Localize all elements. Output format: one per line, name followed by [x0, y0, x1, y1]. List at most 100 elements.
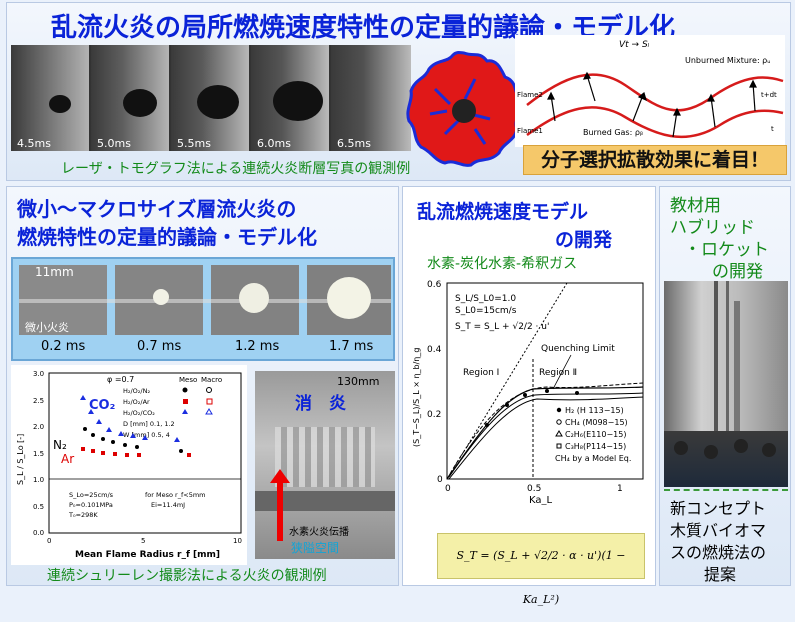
quenching-photo: 130mm 消 炎 水素火炎伝播 狭隘空間	[255, 371, 395, 559]
note-t0: T₀=298K	[68, 511, 98, 519]
middle-title-line1: 乱流燃焼速度モデル	[417, 201, 589, 223]
flame2-label: Flame2	[517, 91, 543, 99]
top-caption: レーザ・トモグラフ法による連続火炎断層写真の観測例	[61, 161, 411, 177]
mid-ytick-02: 0.2	[427, 410, 441, 420]
right-title-line1: 教材用	[670, 196, 721, 216]
mid-legend-c2h6: C₂H₆(E110−15)	[565, 430, 626, 439]
tomo-time-5: 6.5ms	[337, 137, 371, 150]
schlieren-time-2: 0.7 ms	[137, 339, 182, 354]
co2-label: CO₂	[89, 398, 115, 413]
red-arrow	[277, 481, 283, 541]
vt-label: Vt → Sₗ	[619, 40, 650, 50]
xtick-5: 5	[141, 537, 145, 545]
mid-legend-model: CH₄ by a Model Eq.	[555, 454, 631, 463]
right-title-line4: の開発	[712, 262, 763, 282]
mid-ytick-04: 0.4	[427, 345, 442, 355]
middle-subtitle: 水素-炭化水素-希釈ガス	[427, 256, 578, 272]
tomo-time-4: 6.0ms	[257, 137, 291, 150]
highlight-box: 分子選択拡散効果に着目！	[523, 145, 787, 175]
tdt-label: t+dt	[761, 91, 777, 99]
n2-label: N₂	[53, 438, 67, 452]
mid-region1: Region Ⅰ	[463, 368, 499, 378]
macro-label: Macro	[201, 376, 222, 384]
mid-ylabel: (S_T−S_L)/S_L × η_b/η_g	[412, 348, 421, 447]
mid-legend-h2: H₂ (H 113−15)	[565, 406, 624, 415]
mid-region2: Region Ⅱ	[539, 368, 577, 378]
right-bottom-line2: 木質バイオマ	[670, 521, 767, 540]
burned-label: Burned Gas: ρᵦ	[583, 128, 643, 137]
xtick-10: 10	[233, 537, 242, 545]
left-title-line1: 微小～マクロサイズ層流火炎の	[17, 197, 297, 221]
meso-label: Meso	[179, 376, 197, 384]
divider-dashed	[664, 489, 788, 491]
mid-xtick-05: 0.5	[527, 484, 541, 494]
schlieren-time-3: 1.2 ms	[235, 339, 280, 354]
top-panel: 乱流火炎の局所燃焼速度特性の定量的議論・モデル化 4.5ms 5.0ms 5.5…	[6, 2, 791, 181]
left-caption: 連続シュリーレン撮影法による火炎の観測例	[47, 568, 327, 584]
right-panel: 教材用 ハブリッド ・ロケット の開発 新コンセプト 木質バイオマ スの燃焼法の…	[659, 186, 791, 586]
turbulent-model-plot: 0.6 0.4 0.2 0 0 0.5 1 (S_T−S_L)/S_L × η_…	[412, 280, 644, 505]
plot-ylabel: S_L / S_Lo [-]	[16, 434, 25, 485]
note-p0: P₀=0.101MPa	[69, 501, 113, 509]
note-slo: S_Lo=25cm/s	[69, 491, 114, 499]
ytick-3: 3.0	[33, 370, 44, 378]
turbulent-flame-image	[406, 51, 522, 167]
tomo-time-1: 4.5ms	[17, 137, 51, 150]
t-label: t	[771, 125, 774, 133]
legend-w: W [mm] 0.5, 4	[123, 431, 170, 439]
right-bottom-line3: スの燃焼法の	[670, 543, 767, 562]
quench-scale: 130mm	[337, 375, 380, 388]
right-title-line2: ハブリッド	[670, 218, 755, 238]
mid-xlabel: Ka_L	[529, 495, 553, 505]
rocket-photo	[664, 281, 788, 487]
scale-label: 11mm	[35, 265, 74, 279]
legend-n2: H₂/O₂/N₂	[123, 387, 150, 395]
quench-note1: 水素火炎伝播	[289, 527, 349, 538]
flame1-label: Flame1	[517, 127, 543, 135]
schlieren-time-4: 1.7 ms	[329, 339, 374, 354]
ytick-25: 2.5	[33, 397, 44, 405]
unburned-label: Unburned Mixture: ρᵤ	[685, 56, 771, 65]
tomography-strip: 4.5ms 5.0ms 5.5ms 6.0ms 6.5ms	[11, 45, 411, 151]
mid-legend-ch4: CH₄ (M098−15)	[565, 418, 628, 427]
xtick-0: 0	[47, 537, 51, 545]
note-ei: Ei=11.4mJ	[151, 501, 185, 509]
legend-d: D [mm] 0.1, 1.2	[123, 420, 175, 428]
small-flame-label: 微小火炎	[25, 321, 69, 334]
ytick-05: 0.5	[33, 503, 44, 511]
mid-xtick-0: 0	[445, 484, 451, 494]
quench-title: 消 炎	[295, 394, 346, 414]
right-title-line3: ・ロケット	[684, 240, 769, 260]
note-meso: for Meso r_f<5mm	[145, 491, 206, 499]
tomo-time-2: 5.0ms	[97, 137, 131, 150]
formula-box: S_T = (S_L + √2/2 · α · u')(1 − Ka_L²)	[437, 533, 645, 606]
quench-note2: 狭隘空間	[291, 541, 340, 555]
ytick-1: 1.0	[33, 476, 44, 484]
legend-ar: H₂/O₂/Ar	[123, 398, 150, 406]
ytick-2: 2.0	[33, 423, 44, 431]
schlieren-strip: 11mm 微小火炎 0.2 ms 0.7 ms 1.2 ms 1.7 ms	[11, 257, 395, 361]
phi-label: φ =0.7	[107, 375, 134, 384]
mid-ytick-0: 0	[437, 475, 443, 485]
mid-quenching: Quenching Limit	[541, 344, 615, 354]
mid-info1: S_L/S_L0=1.0	[455, 294, 516, 304]
right-bottom-line4: 提案	[704, 565, 737, 584]
middle-title-line2: の開発	[555, 229, 613, 251]
mid-xtick-1: 1	[617, 484, 623, 494]
tomo-time-3: 5.5ms	[177, 137, 211, 150]
ytick-0: 0.0	[33, 529, 44, 537]
mid-ytick-06: 0.6	[427, 280, 442, 290]
red-arrow-head	[270, 469, 290, 483]
right-bottom-line1: 新コンセプト	[670, 499, 767, 518]
legend-co2: H₂/O₂/CO₂	[123, 409, 155, 417]
ytick-15: 1.5	[33, 450, 44, 458]
ar-label: Ar	[61, 452, 74, 466]
schlieren-time-1: 0.2 ms	[41, 339, 86, 354]
mid-legend-c3h8: C₃H₈(P114−15)	[565, 442, 626, 451]
burning-velocity-plot: 3.0 2.5 2.0 1.5 1.0 0.5 0.0 0 5 10 S_L /…	[11, 365, 247, 565]
left-title-line2: 燃焼特性の定量的議論・モデル化	[17, 225, 317, 249]
flame-front-diagram: Vt → Sₗ Unburned Mixture: ρᵤ Flame2 Flam…	[515, 35, 785, 147]
left-panel: 微小～マクロサイズ層流火炎の 燃焼特性の定量的議論・モデル化 11mm 微小火炎…	[6, 186, 399, 586]
mid-info2: S_L0=15cm/s	[455, 306, 517, 316]
plot-xlabel: Mean Flame Radius r_f [mm]	[75, 550, 220, 560]
